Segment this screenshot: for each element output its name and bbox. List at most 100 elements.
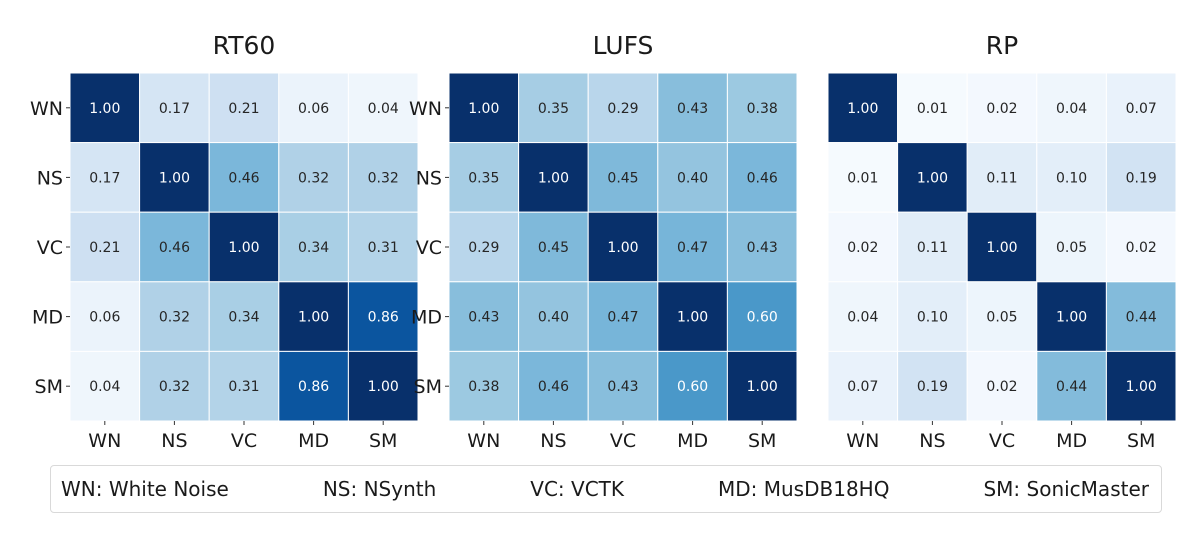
- heatmap-panel-lufs: LUFS 1.00 0.35 0.29 0.43 0.38 0.35 1.00 0.45 0.40…: [409, 31, 798, 452]
- heatmap-cell: [1105, 350, 1177, 422]
- heatmap-cell: [1105, 72, 1177, 144]
- heatmap-cell: [139, 350, 210, 422]
- heatmap-panel-rt60: RT60 1.00 0.17 0.21 0.06 0.04 0.17 1.00 0.46 0.32…: [30, 31, 419, 452]
- heatmap-cell: [827, 72, 899, 144]
- cell-value-label: 0.43: [607, 379, 638, 395]
- heatmap-cell: [827, 142, 899, 213]
- heatmap-cell: [897, 72, 968, 144]
- panel-title: LUFS: [593, 31, 654, 60]
- cell-value-label: 0.01: [917, 101, 948, 117]
- cell-value-label: 1.00: [747, 379, 778, 395]
- heatmap-cell: [827, 350, 899, 422]
- heatmap-cell: [897, 350, 968, 422]
- x-tick-label: SM: [1127, 430, 1155, 452]
- x-tick-label: VC: [231, 430, 257, 452]
- cell-value-label: 1.00: [847, 101, 878, 117]
- heatmap-cell: [448, 350, 520, 422]
- heatmap-cell: [966, 281, 1038, 352]
- cell-value-label: 1.00: [468, 101, 499, 117]
- heatmap-cell: [587, 142, 659, 213]
- cell-value-label: 0.05: [986, 310, 1017, 326]
- cell-value-label: 0.45: [538, 240, 569, 256]
- cell-value-label: 0.19: [1126, 170, 1157, 186]
- y-tick-label: VC: [37, 237, 63, 259]
- x-tick-label: NS: [540, 430, 566, 452]
- heatmap-cell: [897, 281, 968, 352]
- legend-item-ns: NS: NSynth: [322, 477, 437, 501]
- cell-value-label: 0.38: [468, 379, 499, 395]
- y-tick-label: WN: [30, 98, 63, 120]
- heatmap-cell: [208, 72, 280, 144]
- cell-value-label: 0.29: [468, 240, 499, 256]
- cell-value-label: 1.00: [607, 240, 638, 256]
- heatmap-cell: [587, 350, 659, 422]
- cell-value-label: 0.10: [917, 310, 948, 326]
- heatmap-cell: [966, 142, 1038, 213]
- cell-value-label: 0.29: [607, 101, 638, 117]
- cell-value-label: 1.00: [228, 240, 259, 256]
- abbreviation-legend: WN: White Noise NS: NSynth VC: VCTK MD: …: [50, 465, 1162, 513]
- heatmap-cell: [347, 142, 419, 213]
- heatmap-cell: [657, 350, 728, 422]
- heatmap-cell: [278, 281, 349, 352]
- cell-value-label: 0.04: [847, 310, 878, 326]
- cell-value-label: 0.47: [677, 240, 708, 256]
- heatmap-cell: [897, 142, 968, 213]
- cell-value-label: 1.00: [538, 170, 569, 186]
- heatmap-cell: [69, 72, 141, 144]
- heatmap-cell: [726, 72, 798, 144]
- heatmap-cell: [518, 281, 589, 352]
- heatmap-cell: [278, 211, 349, 283]
- cell-value-label: 0.43: [468, 310, 499, 326]
- x-tick-label: SM: [369, 430, 397, 452]
- y-tick-label: NS: [416, 167, 442, 189]
- cell-value-label: 0.06: [298, 101, 329, 117]
- heatmap-cell: [897, 211, 968, 283]
- x-tick-label: VC: [610, 430, 636, 452]
- heatmap-cell: [587, 211, 659, 283]
- x-tick-label: WN: [467, 430, 500, 452]
- cell-value-label: 1.00: [986, 240, 1017, 256]
- heatmap-cell: [1036, 142, 1107, 213]
- panel-title: RP: [986, 31, 1018, 60]
- cell-value-label: 0.02: [1126, 240, 1157, 256]
- heatmap-cell: [1036, 211, 1107, 283]
- cell-value-label: 0.60: [747, 310, 778, 326]
- cell-value-label: 0.38: [747, 101, 778, 117]
- x-tick-label: NS: [161, 430, 187, 452]
- cell-value-label: 0.17: [89, 170, 120, 186]
- cell-value-label: 0.46: [538, 379, 569, 395]
- cell-value-label: 0.02: [986, 379, 1017, 395]
- cell-value-label: 0.02: [847, 240, 878, 256]
- heatmap-cell: [347, 281, 419, 352]
- cell-value-label: 0.31: [368, 240, 399, 256]
- cell-value-label: 0.86: [368, 310, 399, 326]
- cell-value-label: 0.32: [368, 170, 399, 186]
- heatmap-cell: [657, 211, 728, 283]
- heatmap-cell: [827, 281, 899, 352]
- y-tick-label: NS: [37, 167, 63, 189]
- heatmap-cell: [726, 211, 798, 283]
- cell-value-label: 0.40: [538, 310, 569, 326]
- cell-value-label: 0.35: [468, 170, 499, 186]
- heatmap-cell: [518, 211, 589, 283]
- heatmap-cell: [587, 72, 659, 144]
- cell-value-label: 0.07: [1126, 101, 1157, 117]
- cell-value-label: 0.06: [89, 310, 120, 326]
- x-tick-label: VC: [989, 430, 1015, 452]
- heatmap-cell: [966, 72, 1038, 144]
- legend-item-wn: WN: White Noise: [61, 477, 229, 501]
- cell-value-label: 0.10: [1056, 170, 1087, 186]
- cell-value-label: 0.34: [228, 310, 259, 326]
- heatmap-cell: [208, 350, 280, 422]
- cell-value-label: 0.01: [847, 170, 878, 186]
- cell-value-label: 0.04: [89, 379, 120, 395]
- heatmap-cell: [139, 281, 210, 352]
- y-tick-label: MD: [411, 307, 442, 329]
- y-tick-label: VC: [416, 237, 442, 259]
- cell-value-label: 0.60: [677, 379, 708, 395]
- cell-value-label: 0.43: [747, 240, 778, 256]
- cell-value-label: 0.19: [917, 379, 948, 395]
- heatmap-cell: [278, 72, 349, 144]
- cell-value-label: 0.46: [159, 240, 190, 256]
